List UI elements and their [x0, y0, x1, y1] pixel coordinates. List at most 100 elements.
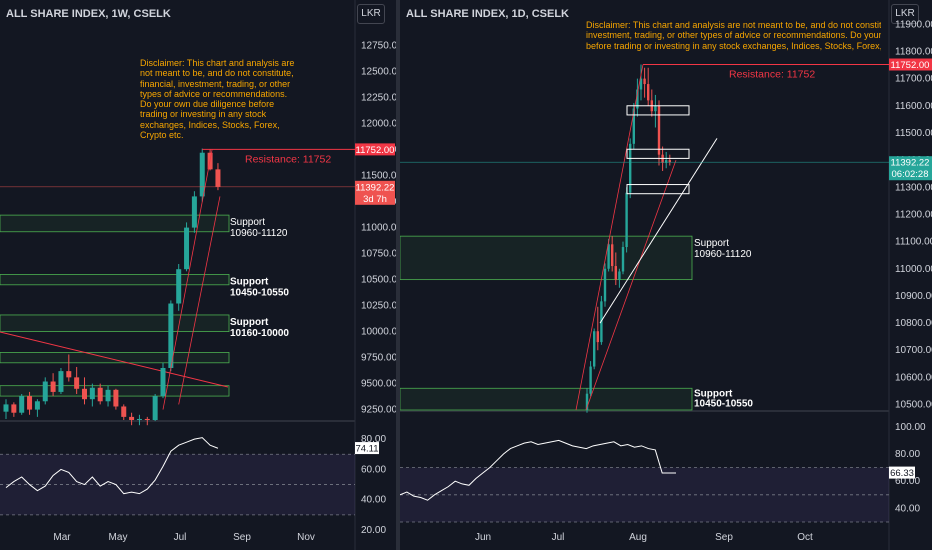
candle-body	[184, 227, 190, 270]
candle-body	[603, 268, 607, 302]
candle-body	[34, 401, 40, 410]
time-tick-label: Jun	[475, 532, 491, 543]
daily-disclaimer: Disclaimer: This chart and analysis are …	[586, 20, 881, 51]
candle-body	[19, 396, 25, 413]
candle-body	[97, 387, 103, 402]
candle-body	[136, 418, 142, 420]
support-zone	[400, 235, 693, 281]
candle-body	[629, 143, 632, 193]
channel-line	[162, 149, 213, 410]
support-range-label: 10960-11120	[230, 228, 288, 239]
price-tick-label: 12500.00	[361, 67, 396, 78]
rsi-value-label: 74.11	[355, 444, 378, 455]
candle-body	[3, 404, 9, 412]
price-tick-label: 12750.00	[361, 41, 396, 52]
resistance-price-label: 11752.00	[356, 145, 395, 156]
daily-chart-canvas[interactable]: 11900.00 11800.00 11700.00 11600.00 11500.00…	[400, 0, 932, 550]
time-tick-label: Nov	[297, 532, 315, 543]
rsi-line	[5, 437, 219, 495]
time-tick-label: Sep	[715, 532, 733, 543]
price-tick-label: 9500.00	[361, 379, 396, 390]
channel-line	[575, 64, 644, 411]
price-tick-label: 11100.00	[895, 237, 932, 248]
candle-body	[654, 105, 657, 112]
last-price-label: 11392.22	[891, 158, 930, 169]
candle-body	[585, 393, 589, 410]
support-label: Support	[230, 217, 265, 228]
rsi-value-label: 66.33	[890, 468, 914, 479]
rsi-band	[400, 467, 889, 522]
time-tick-label: Oct	[797, 532, 813, 543]
candle-body	[129, 416, 135, 420]
support-zone	[0, 273, 230, 286]
daily-disclaimer-line: investment, trading, or other types of a…	[586, 30, 881, 41]
rsi-tick-label: 60.00	[361, 464, 386, 475]
price-tick-label: 10700.00	[895, 345, 932, 356]
rsi-tick-label: 80.00	[361, 434, 386, 445]
weekly-chart-canvas[interactable]: 12750.0012500.0012250.0012000.0011750.00…	[0, 0, 396, 550]
last-price-tag	[889, 156, 932, 181]
support-range-label: 10960-11120	[694, 249, 752, 260]
rsi-tick-label: 60.00	[895, 476, 920, 487]
candle-body	[89, 387, 95, 400]
candle-body	[643, 78, 646, 85]
candle-body	[74, 377, 80, 389]
price-tick-label: 9750.00	[361, 353, 396, 364]
support-label: Support	[230, 276, 269, 287]
time-tick-label: Sep	[233, 532, 251, 543]
candle-body	[113, 389, 119, 407]
time-tick-label: May	[109, 532, 128, 543]
candle-body	[593, 331, 596, 367]
resistance-price-tag	[355, 143, 395, 156]
daily-disclaimer-line: before trading or investing in any stock…	[586, 40, 881, 51]
candle-body	[199, 152, 205, 197]
highlight-box	[626, 184, 690, 195]
candle-body	[596, 331, 599, 343]
rsi-tick-label: 20.00	[361, 525, 386, 536]
price-tick-label: 11200.00	[895, 209, 932, 220]
price-tick-label: 11300.00	[895, 182, 932, 193]
daily-currency-button[interactable]: LKR	[891, 4, 919, 24]
weekly-currency-button[interactable]: LKR	[357, 4, 385, 24]
rsi-tick-label: 40.00	[361, 495, 386, 506]
candle-body	[607, 244, 610, 269]
time-tick-label: Mar	[53, 532, 71, 543]
resistance-label: Resistance: 11752	[729, 68, 815, 80]
support-range-label: 10450-10550	[230, 287, 289, 298]
candle-body	[58, 371, 64, 392]
candle-body	[50, 381, 56, 392]
candle-body	[611, 244, 614, 267]
candle-body	[160, 368, 166, 397]
candle-body	[191, 196, 197, 228]
weekly-disclaimer: Disclaimer: This chart and analysis are …	[140, 58, 295, 141]
last-price-label: 11392.22	[356, 182, 395, 193]
candle-body	[657, 105, 661, 155]
candle-body	[625, 192, 628, 248]
candle-body	[621, 247, 625, 272]
pane-divider[interactable]	[396, 0, 400, 550]
support-label: Support	[694, 388, 733, 399]
candle-body	[121, 406, 127, 417]
support-zone	[400, 387, 693, 411]
rsi-value-tag	[355, 442, 379, 455]
support-range-label: 10160-10000	[230, 328, 289, 339]
highlight-box	[626, 148, 690, 159]
countdown-label: 06:02:28	[892, 169, 929, 180]
time-tick-label: Jul	[174, 532, 187, 543]
price-tick-label: 11000.00	[361, 223, 396, 234]
candle-body	[215, 169, 221, 187]
daily-chart-title: ALL SHARE INDEX, 1D, CSELK	[406, 8, 569, 20]
price-tick-label: 10750.00	[361, 249, 396, 260]
candle-body	[636, 89, 639, 109]
candle-body	[27, 396, 33, 410]
price-tick-label: 11600.00	[895, 101, 932, 112]
price-tick-label: 11700.00	[895, 74, 932, 85]
support-range-label: 10450-10550	[694, 398, 753, 409]
candle-body	[144, 418, 150, 420]
candle-body	[82, 388, 87, 400]
time-tick-label: Aug	[629, 532, 647, 543]
price-tick-label: 12000.00	[361, 119, 396, 130]
daily-disclaimer-line: Disclaimer: This chart and analysis are …	[586, 20, 881, 30]
candle-body	[589, 366, 592, 394]
price-tick-label: 10900.00	[895, 291, 932, 302]
